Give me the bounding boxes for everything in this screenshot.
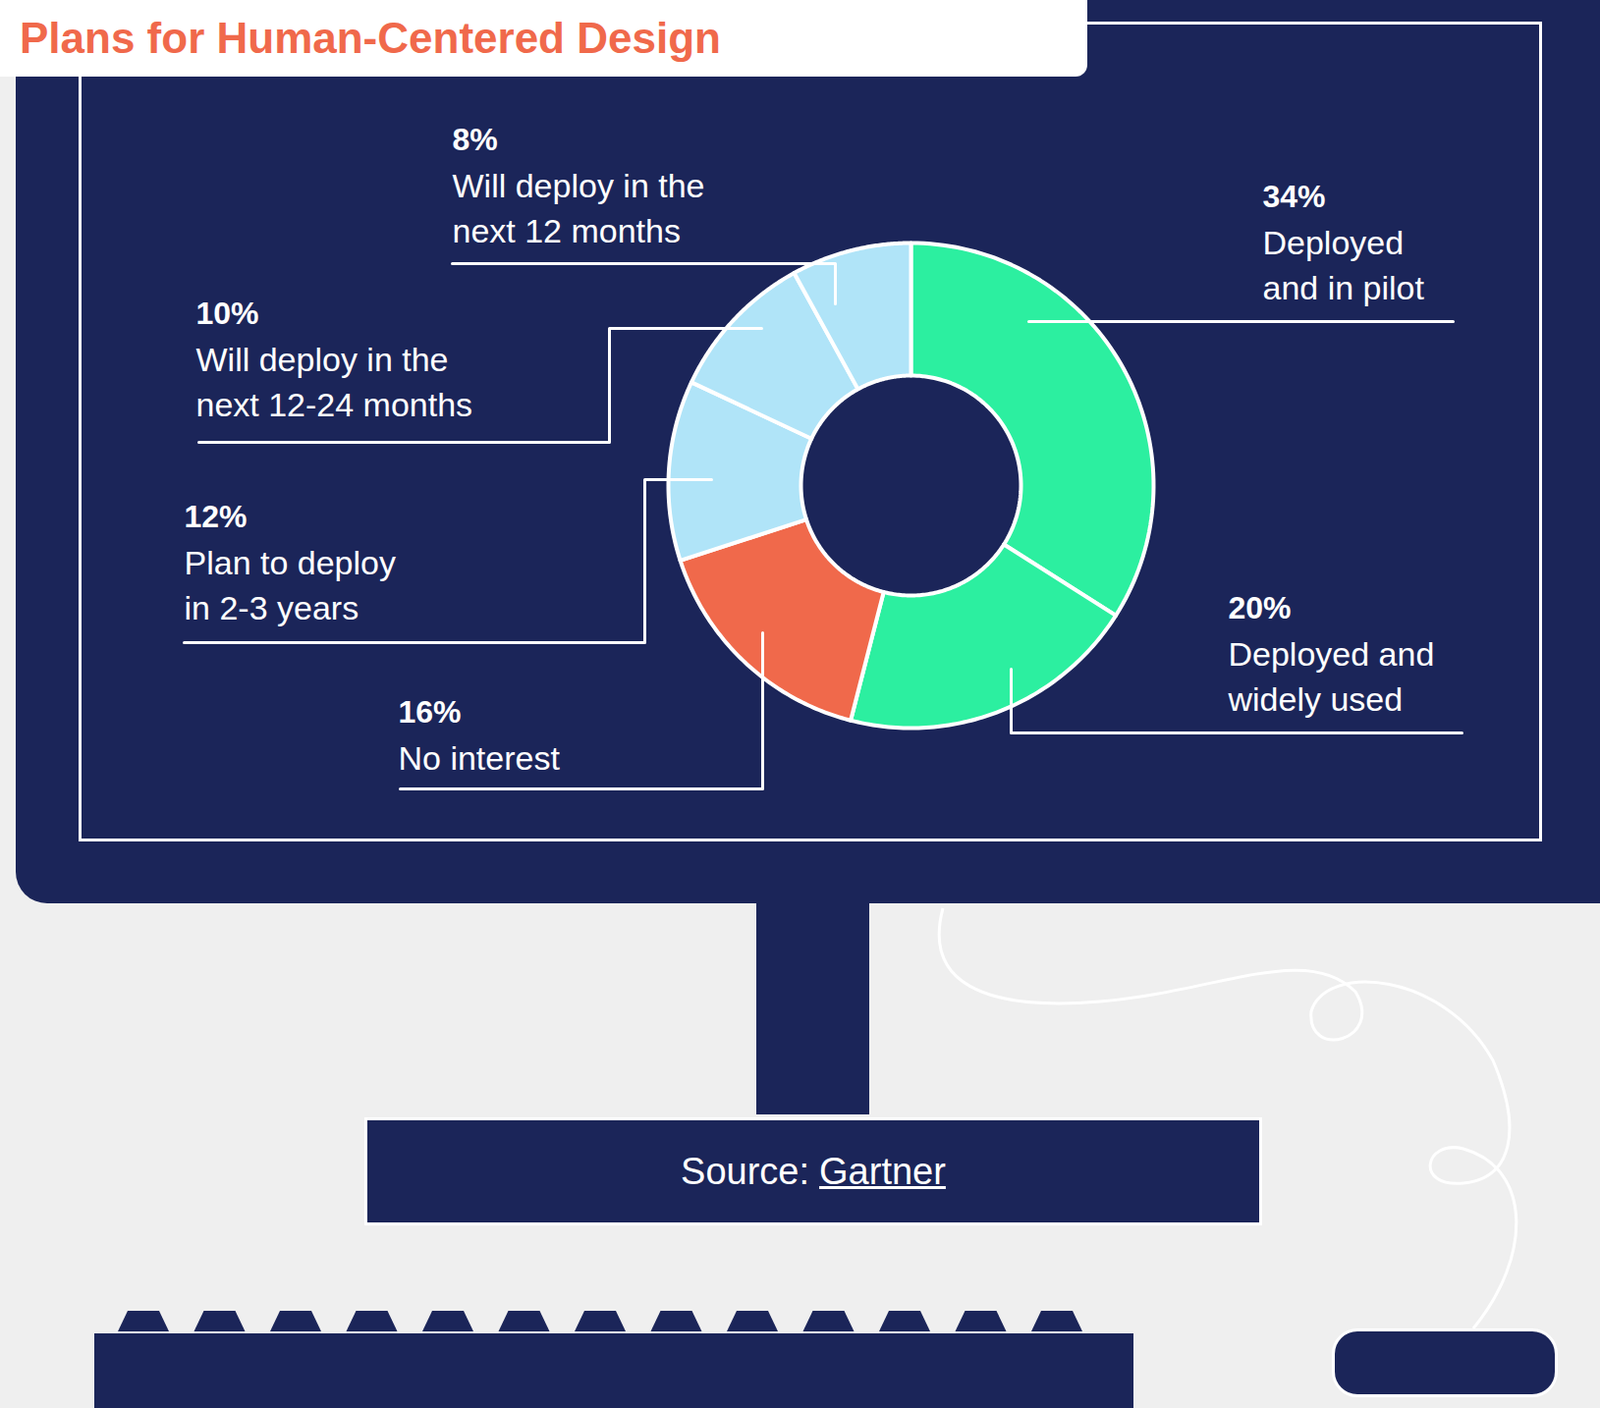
svg-text:12%: 12% xyxy=(184,498,248,535)
svg-text:Deployed: Deployed xyxy=(1263,223,1405,262)
svg-text:in 2-3 years: in 2-3 years xyxy=(184,589,360,627)
html-text:Source: Gartner: Source: Gartner xyxy=(680,1150,946,1192)
svg-text:and in pilot: and in pilot xyxy=(1263,269,1426,307)
svg-text:20%: 20% xyxy=(1228,590,1292,626)
svg-text:Will deploy in the: Will deploy in the xyxy=(196,340,449,379)
svg-text:Deployed and: Deployed and xyxy=(1228,635,1435,673)
svg-text:Will deploy in the: Will deploy in the xyxy=(452,166,706,205)
html-text:Plans for Human-Centered Desig: Plans for Human-Centered Design xyxy=(19,13,721,62)
svg-text:next 12 months: next 12 months xyxy=(452,212,681,250)
svg-text:8%: 8% xyxy=(452,121,498,158)
svg-text:Plan to deploy: Plan to deploy xyxy=(184,544,397,582)
svg-text:next 12-24 months: next 12-24 months xyxy=(196,386,474,424)
svg-text:10%: 10% xyxy=(196,295,260,332)
svg-text:No interest: No interest xyxy=(398,739,561,777)
svg-text:widely used: widely used xyxy=(1227,680,1404,718)
svg-text:34%: 34% xyxy=(1263,178,1326,215)
svg-text:16%: 16% xyxy=(398,694,462,730)
